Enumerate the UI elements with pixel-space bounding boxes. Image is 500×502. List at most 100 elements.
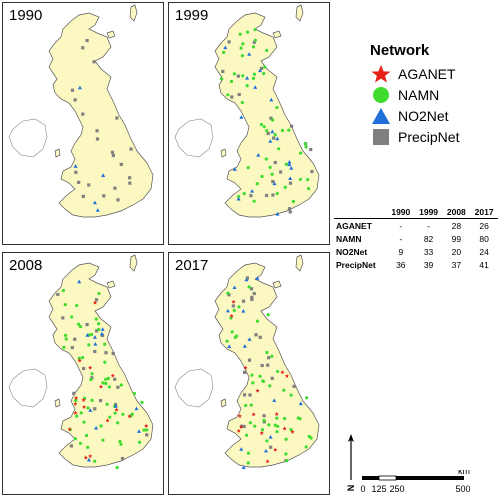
namn-site-marker bbox=[79, 411, 83, 415]
namn-site-marker bbox=[115, 465, 119, 470]
namn-site-marker bbox=[89, 332, 94, 337]
precipnet-site-marker bbox=[221, 69, 225, 73]
aganet-site-marker bbox=[67, 427, 72, 431]
table-cell: - bbox=[427, 220, 430, 231]
namn-site-marker bbox=[298, 417, 302, 421]
namn-site-marker bbox=[97, 327, 101, 332]
no2net-site-marker bbox=[298, 401, 303, 406]
table-cell: 39 bbox=[423, 259, 434, 270]
namn-site-marker bbox=[284, 452, 288, 456]
no2net-site-marker bbox=[232, 167, 237, 171]
precipnet-site-marker bbox=[87, 183, 91, 187]
legend-label: PrecipNet bbox=[398, 128, 460, 145]
namn-site-marker bbox=[265, 439, 269, 443]
precipnet-site-marker bbox=[270, 376, 274, 380]
no2net-site-marker bbox=[93, 342, 98, 346]
precipnet-site-marker bbox=[70, 88, 75, 92]
namn-site-marker bbox=[245, 433, 249, 437]
precipnet-site-marker bbox=[114, 402, 118, 407]
namn-site-marker bbox=[142, 428, 146, 432]
namn-site-marker bbox=[76, 322, 81, 326]
namn-site-marker bbox=[253, 38, 257, 42]
precipnet-site-marker bbox=[279, 170, 283, 174]
namn-site-marker bbox=[62, 345, 66, 349]
namn-site-marker bbox=[130, 412, 134, 416]
precipnet-site-marker bbox=[115, 116, 119, 120]
namn-site-marker bbox=[275, 430, 279, 434]
ireland-outline bbox=[174, 118, 214, 158]
precipnet-site-marker bbox=[113, 186, 117, 190]
table-cell: - bbox=[399, 220, 403, 231]
namn-site-marker bbox=[275, 105, 279, 110]
namn-site-marker bbox=[262, 419, 266, 423]
namn-site-marker bbox=[102, 342, 107, 346]
precipnet-site-marker bbox=[248, 393, 252, 397]
namn-site-marker bbox=[89, 377, 93, 382]
namn-site-marker bbox=[306, 178, 310, 182]
precipnet-site-marker bbox=[56, 292, 60, 297]
namn-site-marker bbox=[266, 313, 270, 317]
no2net-site-marker bbox=[253, 85, 258, 89]
namn-site-marker bbox=[270, 172, 274, 176]
precipnet-site-marker bbox=[113, 377, 117, 381]
island-landmass bbox=[106, 280, 116, 289]
namn-site-marker bbox=[230, 330, 234, 334]
namn-site-marker bbox=[78, 441, 83, 445]
precipnet-site-marker bbox=[252, 291, 256, 296]
ireland-outline bbox=[8, 118, 48, 158]
aganet-site-marker bbox=[114, 407, 119, 412]
precipnet-site-marker bbox=[292, 384, 296, 388]
no2net-site-marker bbox=[95, 208, 100, 212]
no2net-site-marker bbox=[227, 344, 232, 348]
namn-site-marker bbox=[282, 388, 286, 392]
precipnet-site-marker bbox=[85, 38, 89, 43]
aganet-site-marker bbox=[274, 411, 279, 416]
gb-map bbox=[8, 254, 154, 470]
namn-site-marker bbox=[107, 385, 112, 389]
namn-site-marker bbox=[70, 315, 74, 319]
aganet-site-marker bbox=[231, 299, 236, 304]
no2net-site-marker bbox=[136, 429, 141, 433]
namn-site-marker bbox=[280, 128, 285, 133]
no2net-site-marker bbox=[250, 189, 255, 193]
namn-site-marker bbox=[75, 414, 79, 418]
precipnet-site-marker bbox=[245, 276, 249, 280]
scale-tick: 500 bbox=[455, 484, 470, 494]
precipnet-site-marker bbox=[82, 366, 86, 371]
namn-site-marker bbox=[232, 72, 236, 76]
table-row: PrecipNet 36 39 37 41 bbox=[334, 258, 498, 271]
precipnet-site-marker bbox=[258, 335, 262, 339]
namn-site-marker bbox=[86, 406, 90, 410]
namn-site-marker bbox=[237, 194, 241, 199]
namn-site-marker bbox=[229, 316, 233, 320]
namn-site-marker bbox=[238, 32, 242, 36]
island-landmass bbox=[272, 30, 282, 39]
red-star-icon bbox=[370, 64, 392, 84]
namn-site-marker bbox=[226, 93, 230, 97]
gb-map bbox=[174, 4, 320, 218]
precipnet-site-marker bbox=[288, 181, 293, 185]
no2net-site-marker bbox=[289, 166, 294, 170]
precipnet-site-marker bbox=[260, 363, 264, 368]
namn-site-marker bbox=[119, 442, 123, 446]
namn-site-marker bbox=[99, 424, 103, 428]
aganet-site-marker bbox=[83, 455, 88, 460]
table-header-cell: 1999 bbox=[414, 206, 443, 219]
no2net-site-marker bbox=[77, 85, 82, 90]
namn-site-marker bbox=[64, 337, 68, 341]
namn-site-marker bbox=[276, 424, 280, 428]
no2net-site-marker bbox=[287, 160, 292, 164]
namn-site-marker bbox=[264, 157, 268, 161]
namn-site-marker bbox=[113, 411, 117, 415]
precipnet-site-marker bbox=[250, 297, 254, 302]
north-arrow: N bbox=[344, 434, 358, 494]
no2net-site-marker bbox=[232, 285, 237, 290]
no2net-site-marker bbox=[275, 211, 280, 216]
aganet-site-marker bbox=[280, 370, 285, 375]
namn-site-marker bbox=[240, 54, 244, 58]
precipnet-site-marker bbox=[85, 322, 89, 327]
no2net-site-marker bbox=[245, 75, 250, 80]
scale-tick: 250 bbox=[389, 484, 404, 494]
great-britain-landmass bbox=[48, 262, 154, 468]
table-cell: 24 bbox=[479, 246, 489, 257]
